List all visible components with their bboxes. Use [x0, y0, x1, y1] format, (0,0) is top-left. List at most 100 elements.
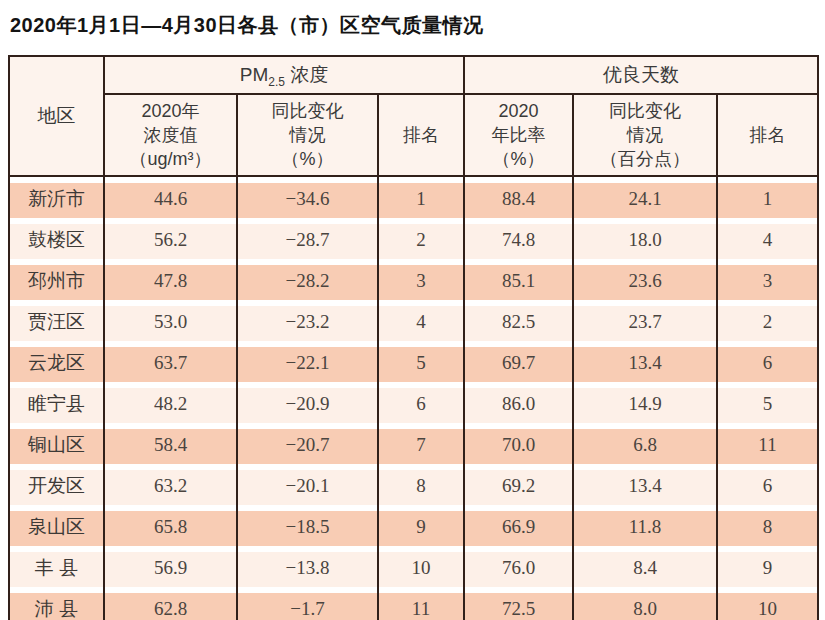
pm-value-cell: 62.8 [104, 587, 237, 620]
table-row: 贾汪区 53.0 −23.2 4 82.5 23.7 2 [9, 300, 818, 341]
rate-rank-cell: 3 [717, 259, 818, 300]
pm-rank-cell: 6 [378, 382, 464, 423]
table-row: 睢宁县 48.2 −20.9 6 86.0 14.9 5 [9, 382, 818, 423]
rate-change-cell: 23.6 [573, 259, 717, 300]
pm-rank-cell: 9 [378, 505, 464, 546]
region-cell: 泉山区 [9, 505, 104, 546]
rate-cell: 85.1 [464, 259, 573, 300]
region-cell: 鼓楼区 [9, 218, 104, 259]
pm-change-cell: −18.5 [237, 505, 378, 546]
pm-change-cell: −34.6 [237, 176, 378, 218]
region-cell: 铜山区 [9, 423, 104, 464]
region-cell: 云龙区 [9, 341, 104, 382]
rate-change-cell: 23.7 [573, 300, 717, 341]
rate-change-cell: 13.4 [573, 341, 717, 382]
rate-rank-cell: 1 [717, 176, 818, 218]
rate-cell: 66.9 [464, 505, 573, 546]
region-cell: 睢宁县 [9, 382, 104, 423]
col-header-rate-change: 同比变化 情况 （百分点） [573, 94, 717, 176]
rate-change-cell: 8.0 [573, 587, 717, 620]
table-row: 开发区 63.2 −20.1 8 69.2 13.4 6 [9, 464, 818, 505]
region-cell: 新沂市 [9, 176, 104, 218]
rate-rank-cell: 6 [717, 341, 818, 382]
pm-value-cell: 56.2 [104, 218, 237, 259]
table-row: 沛 县 62.8 −1.7 11 72.5 8.0 10 [9, 587, 818, 620]
table-row: 云龙区 63.7 −22.1 5 69.7 13.4 6 [9, 341, 818, 382]
rate-change-cell: 11.8 [573, 505, 717, 546]
table-header: 地区 PM2.5 浓度 优良天数 2020年 浓度值 （ug/m³） 同比变化 … [9, 56, 818, 176]
pm-value-cell: 63.7 [104, 341, 237, 382]
page-title: 2020年1月1日—4月30日各县（市）区空气质量情况 [10, 12, 817, 39]
pm-change-cell: −22.1 [237, 341, 378, 382]
rate-cell: 74.8 [464, 218, 573, 259]
pm-rank-cell: 5 [378, 341, 464, 382]
pm-rank-cell: 10 [378, 546, 464, 587]
col-header-pm-rank: 排名 [378, 94, 464, 176]
pm-rank-cell: 11 [378, 587, 464, 620]
table-body: 新沂市 44.6 −34.6 1 88.4 24.1 1 鼓楼区 56.2 −2… [9, 176, 818, 620]
col-header-gooddays-group: 优良天数 [464, 56, 818, 94]
pm-rank-cell: 3 [378, 259, 464, 300]
region-cell: 丰 县 [9, 546, 104, 587]
pm-change-cell: −23.2 [237, 300, 378, 341]
pm-value-cell: 58.4 [104, 423, 237, 464]
region-cell: 邳州市 [9, 259, 104, 300]
region-cell: 开发区 [9, 464, 104, 505]
rate-cell: 86.0 [464, 382, 573, 423]
region-cell: 贾汪区 [9, 300, 104, 341]
rate-change-cell: 24.1 [573, 176, 717, 218]
pm-change-cell: −1.7 [237, 587, 378, 620]
rate-cell: 88.4 [464, 176, 573, 218]
col-header-pm25-group: PM2.5 浓度 [104, 56, 464, 94]
rate-rank-cell: 9 [717, 546, 818, 587]
table-row: 丰 县 56.9 −13.8 10 76.0 8.4 9 [9, 546, 818, 587]
pm-value-cell: 48.2 [104, 382, 237, 423]
pm-change-cell: −20.7 [237, 423, 378, 464]
col-header-rate-rank: 排名 [717, 94, 818, 176]
pm-value-cell: 56.9 [104, 546, 237, 587]
pm-value-cell: 65.8 [104, 505, 237, 546]
table-row: 泉山区 65.8 −18.5 9 66.9 11.8 8 [9, 505, 818, 546]
col-header-region: 地区 [9, 56, 104, 176]
pm-change-cell: −20.1 [237, 464, 378, 505]
rate-rank-cell: 4 [717, 218, 818, 259]
rate-change-cell: 8.4 [573, 546, 717, 587]
rate-cell: 69.7 [464, 341, 573, 382]
rate-change-cell: 18.0 [573, 218, 717, 259]
pm25-label-subscript: 2.5 [268, 74, 285, 88]
table-row: 铜山区 58.4 −20.7 7 70.0 6.8 11 [9, 423, 818, 464]
rate-cell: 82.5 [464, 300, 573, 341]
rate-rank-cell: 6 [717, 464, 818, 505]
table-row: 鼓楼区 56.2 −28.7 2 74.8 18.0 4 [9, 218, 818, 259]
page: 2020年1月1日—4月30日各县（市）区空气质量情况 地区 PM2.5 浓度 … [0, 0, 825, 620]
pm-rank-cell: 1 [378, 176, 464, 218]
pm-value-cell: 53.0 [104, 300, 237, 341]
rate-rank-cell: 8 [717, 505, 818, 546]
rate-rank-cell: 5 [717, 382, 818, 423]
pm-value-cell: 44.6 [104, 176, 237, 218]
rate-cell: 76.0 [464, 546, 573, 587]
pm-value-cell: 63.2 [104, 464, 237, 505]
rate-rank-cell: 11 [717, 423, 818, 464]
pm-value-cell: 47.8 [104, 259, 237, 300]
rate-change-cell: 13.4 [573, 464, 717, 505]
pm25-label-prefix: PM [240, 64, 269, 85]
table-row: 邳州市 47.8 −28.2 3 85.1 23.6 3 [9, 259, 818, 300]
col-header-pm-change: 同比变化 情况 （%） [237, 94, 378, 176]
pm-rank-cell: 4 [378, 300, 464, 341]
pm-rank-cell: 8 [378, 464, 464, 505]
rate-cell: 70.0 [464, 423, 573, 464]
air-quality-table: 地区 PM2.5 浓度 优良天数 2020年 浓度值 （ug/m³） 同比变化 … [8, 55, 819, 620]
col-header-rate: 2020 年比率 （%） [464, 94, 573, 176]
table-row: 新沂市 44.6 −34.6 1 88.4 24.1 1 [9, 176, 818, 218]
pm-change-cell: −20.9 [237, 382, 378, 423]
col-header-pm-value: 2020年 浓度值 （ug/m³） [104, 94, 237, 176]
rate-rank-cell: 2 [717, 300, 818, 341]
rate-cell: 72.5 [464, 587, 573, 620]
pm25-label-suffix: 浓度 [285, 64, 328, 85]
region-cell: 沛 县 [9, 587, 104, 620]
pm-rank-cell: 7 [378, 423, 464, 464]
rate-cell: 69.2 [464, 464, 573, 505]
pm-change-cell: −28.7 [237, 218, 378, 259]
pm-change-cell: −13.8 [237, 546, 378, 587]
